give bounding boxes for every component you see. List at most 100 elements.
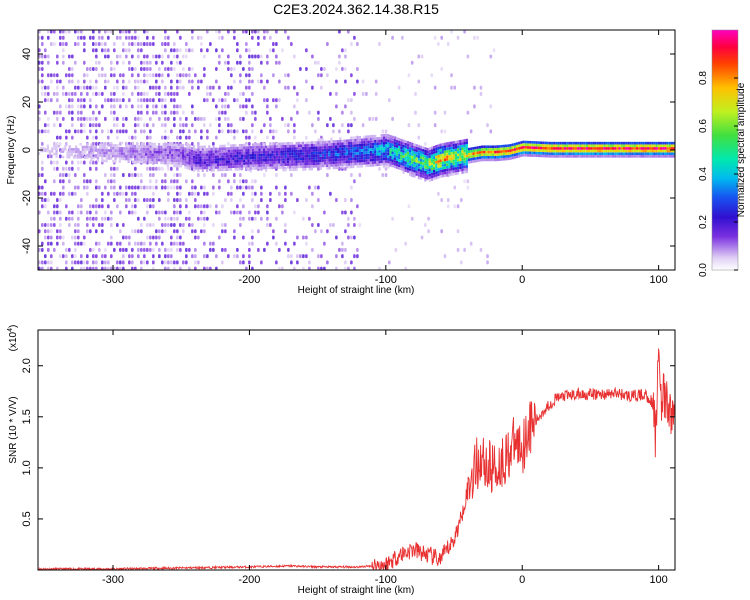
ridge-cell — [88, 153, 91, 157]
noise-cell — [116, 260, 119, 265]
ridge-cell — [398, 167, 401, 170]
ridge-cell — [225, 155, 228, 158]
noise-cell — [221, 260, 224, 265]
ridge-cell — [203, 148, 207, 151]
noise-cell — [125, 104, 128, 109]
ridge-cell — [435, 163, 438, 167]
ridge-cell — [426, 174, 429, 177]
noise-cell — [492, 48, 496, 53]
ridge-cell — [223, 165, 226, 169]
ridge-cell — [212, 147, 215, 151]
noise-cell — [329, 116, 332, 121]
ridge-cell — [118, 160, 121, 163]
ridge-cell — [529, 140, 532, 144]
ridge-cell — [376, 150, 379, 153]
ridge-cell — [417, 171, 420, 174]
noise-cell — [176, 260, 179, 265]
ridge-cell — [221, 152, 224, 156]
ridge-cell — [380, 142, 383, 145]
ridge-cell — [182, 162, 185, 166]
ridge-cell — [330, 158, 333, 162]
ridge-cell — [529, 146, 532, 149]
noise-cell — [149, 185, 152, 190]
noise-cell — [41, 191, 44, 196]
noise-cell — [56, 85, 59, 90]
noise-cell — [350, 235, 353, 240]
ridge-cell — [83, 156, 87, 159]
ridge-cell — [411, 161, 414, 164]
noise-cell — [95, 198, 98, 202]
noise-cell — [116, 266, 119, 270]
noise-cell — [209, 91, 212, 96]
ridge-cell — [288, 168, 292, 172]
ridge-cell — [487, 153, 490, 156]
noise-cell — [92, 66, 95, 71]
ridge-cell — [398, 153, 401, 157]
noise-cell — [119, 35, 122, 40]
ridge-cell — [177, 148, 180, 152]
noise-cell — [197, 204, 200, 209]
noise-cell — [149, 241, 152, 246]
ridge-cell — [419, 150, 423, 154]
noise-cell — [353, 179, 356, 184]
ridge-cell — [620, 144, 623, 148]
noise-cell — [149, 198, 152, 202]
ridge-cell — [319, 146, 322, 149]
ridge-cell — [498, 158, 501, 161]
noise-cell — [71, 160, 74, 165]
snr-x-tick-label: 0 — [519, 574, 525, 586]
ridge-cell — [382, 141, 386, 145]
ridge-cell — [225, 165, 228, 169]
noise-cell — [176, 60, 179, 65]
ridge-cell — [385, 152, 388, 155]
ridge-cell — [561, 144, 564, 148]
ridge-cell — [666, 144, 669, 148]
ridge-cell — [419, 156, 423, 159]
ridge-cell — [535, 146, 538, 150]
noise-cell — [203, 216, 206, 221]
ridge-cell — [367, 137, 370, 141]
ridge-cell — [594, 155, 597, 158]
noise-cell — [95, 60, 98, 65]
ridge-cell — [317, 164, 320, 168]
ridge-cell — [620, 155, 623, 158]
noise-cell — [56, 98, 59, 103]
noise-cell — [131, 91, 134, 96]
ridge-cell — [457, 142, 460, 146]
ridge-cell — [273, 155, 276, 159]
noise-cell — [110, 254, 113, 259]
noise-cell — [215, 210, 218, 215]
ridge-cell — [417, 168, 420, 172]
ridge-cell — [542, 144, 545, 147]
ridge-cell — [629, 152, 632, 155]
noise-cell — [329, 91, 332, 96]
noise-cell — [443, 110, 447, 115]
noise-cell — [74, 260, 77, 265]
noise-cell — [137, 254, 140, 259]
ridge-cell — [88, 145, 91, 149]
ridge-cell — [448, 165, 451, 169]
ridge-cell — [572, 141, 575, 145]
noise-cell — [128, 66, 131, 71]
ridge-cell — [243, 146, 246, 150]
noise-cell — [86, 66, 89, 71]
ridge-cell — [144, 158, 148, 161]
noise-cell — [314, 60, 317, 65]
noise-cell — [101, 198, 104, 202]
ridge-cell — [219, 152, 222, 156]
noise-cell — [65, 160, 68, 165]
noise-cell — [314, 229, 317, 234]
noise-cell — [110, 98, 113, 103]
noise-cell — [215, 79, 218, 84]
ridge-cell — [254, 161, 257, 165]
noise-cell — [191, 222, 194, 227]
noise-cell — [335, 266, 338, 270]
noise-cell — [296, 110, 299, 115]
noise-cell — [167, 91, 170, 96]
noise-cell — [209, 247, 212, 252]
noise-cell — [463, 179, 466, 184]
ridge-cell — [363, 135, 366, 139]
ridge-cell — [433, 156, 436, 160]
noise-cell — [68, 129, 71, 134]
ridge-cell — [363, 140, 366, 144]
